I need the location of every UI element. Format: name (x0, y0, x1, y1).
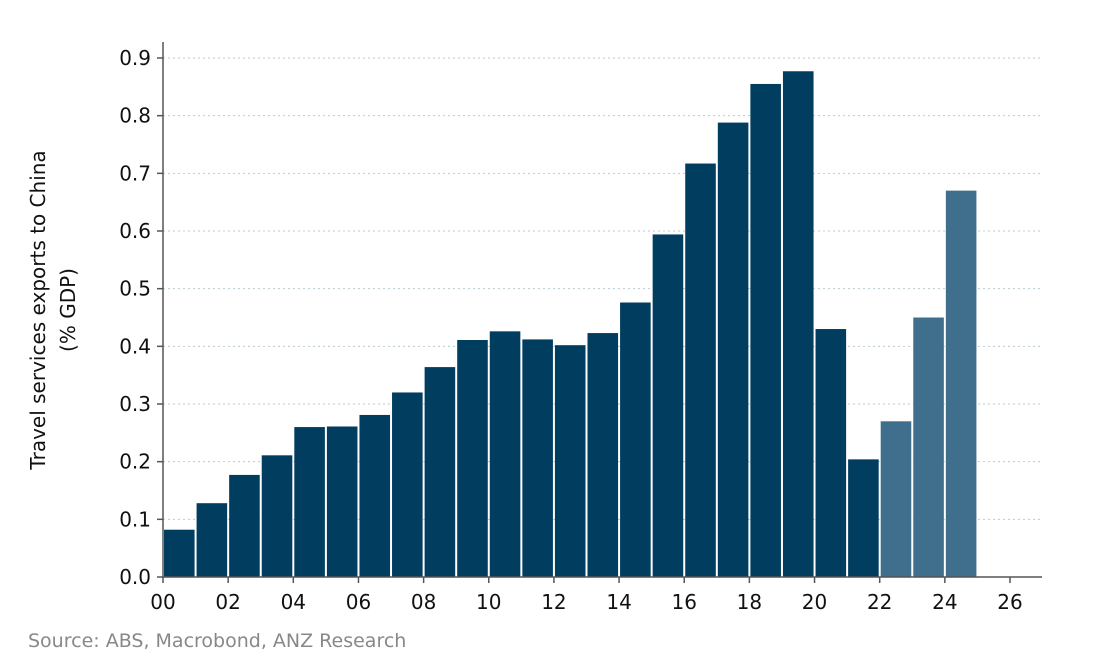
bar-08 (424, 367, 456, 577)
bar-21 (848, 459, 879, 577)
bar-10 (489, 331, 521, 577)
y-axis-label: (% GDP) (56, 268, 80, 352)
x-tick-label: 26 (997, 590, 1022, 614)
bar-03 (261, 455, 293, 577)
x-tick-label: 20 (802, 590, 827, 614)
bar-20 (815, 329, 847, 577)
bar-02 (229, 474, 260, 577)
x-tick-label: 12 (541, 590, 566, 614)
y-axis-label: Travel services exports to China (26, 150, 50, 470)
x-tick-label: 04 (281, 590, 306, 614)
bar-16 (685, 163, 716, 577)
bar-24 (945, 190, 977, 577)
bar-19 (782, 71, 814, 577)
bar-06 (359, 414, 391, 577)
x-tick-label: 02 (215, 590, 240, 614)
bar-22 (880, 421, 912, 577)
x-tick-label: 10 (476, 590, 501, 614)
x-tick-label: 24 (932, 590, 957, 614)
bar-13 (587, 333, 619, 577)
x-tick-label: 18 (737, 590, 762, 614)
y-tick-label: 0.1 (119, 507, 151, 531)
bar-18 (750, 83, 781, 577)
x-tick-label: 22 (867, 590, 892, 614)
y-tick-label: 0.9 (119, 46, 151, 70)
y-tick-label: 0.8 (119, 104, 151, 128)
bar-12 (554, 345, 586, 577)
y-tick-label: 0.2 (119, 450, 151, 474)
x-tick-label: 16 (672, 590, 697, 614)
x-tick-label: 06 (346, 590, 371, 614)
bar-00 (164, 529, 195, 577)
bar-15 (652, 234, 684, 577)
bar-01 (196, 503, 228, 577)
y-tick-label: 0.5 (119, 277, 151, 301)
y-tick-label: 0.0 (119, 565, 151, 589)
bar-11 (522, 339, 553, 577)
source-note: Source: ABS, Macrobond, ANZ Research (28, 630, 407, 652)
x-tick-label: 08 (411, 590, 436, 614)
x-tick-label: 14 (606, 590, 631, 614)
bar-17 (717, 122, 749, 577)
bar-09 (457, 339, 488, 577)
y-tick-label: 0.4 (119, 334, 151, 358)
y-tick-label: 0.6 (119, 219, 151, 243)
y-tick-label: 0.3 (119, 392, 151, 416)
y-tick-label: 0.7 (119, 161, 151, 185)
x-tick-label: 00 (150, 590, 175, 614)
bar-05 (326, 426, 358, 577)
bar-14 (620, 302, 651, 577)
bar-04 (294, 427, 325, 577)
bar-23 (913, 317, 944, 577)
bar-07 (392, 392, 423, 577)
